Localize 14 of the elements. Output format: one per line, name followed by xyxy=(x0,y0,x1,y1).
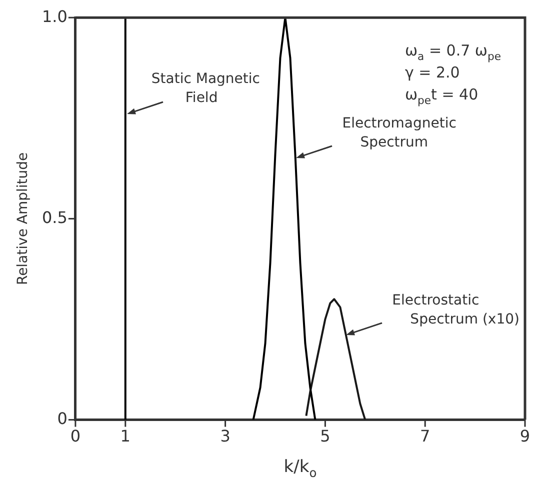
y-tick-label: 0 xyxy=(57,408,68,428)
x-tick-label: 7 xyxy=(420,426,430,446)
y-axis-title: Relative Amplitude xyxy=(15,152,31,286)
y-tick-label: 1.0 xyxy=(42,6,68,26)
x-tick-label: 9 xyxy=(520,426,530,446)
x-tick-label: 1 xyxy=(120,426,130,446)
annotation: Electromagnetic Spectrum xyxy=(342,115,456,150)
ref-line-label: Static Magnetic Field xyxy=(151,71,260,106)
x-tick-label: 0 xyxy=(70,426,81,446)
annotation: γ = 2.0 xyxy=(405,64,460,82)
x-tick-label: 5 xyxy=(320,426,330,446)
x-tick-label: 3 xyxy=(220,426,230,446)
annotation: Electrostatic Spectrum (x10) xyxy=(392,292,520,328)
y-tick-label: 0.5 xyxy=(42,208,68,227)
